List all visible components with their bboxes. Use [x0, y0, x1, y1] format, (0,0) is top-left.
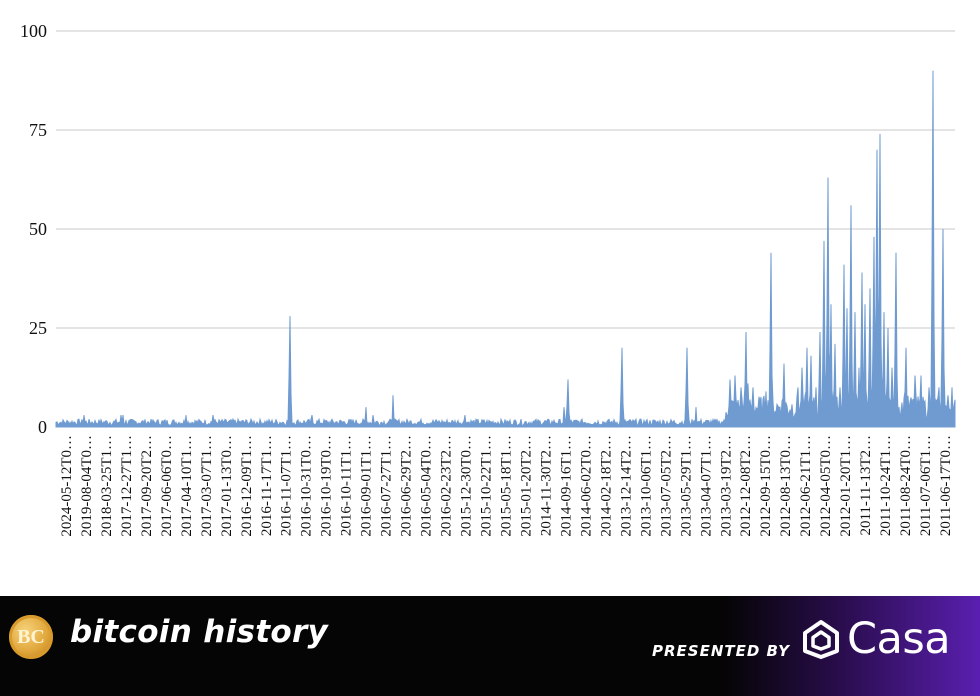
x-tick-label: 2017-04-10T1… — [179, 435, 195, 537]
x-tick-label: 2017-06-06T0… — [159, 435, 175, 537]
y-tick-label: 25 — [29, 318, 47, 338]
chart-area: 0 25 50 75 100 2024-05-12T0… 2019-08-04T0… 201… — [20, 21, 956, 537]
y-tick-label: 0 — [38, 417, 47, 437]
x-tick-label: 2017-09-20T2… — [139, 435, 155, 537]
x-tick-label: 2016-10-19T0… — [319, 435, 335, 537]
x-tick-label: 2012-06-21T1… — [798, 435, 814, 537]
y-tick-label: 100 — [20, 21, 47, 41]
x-tick-label: 2014-06-02T0… — [578, 435, 594, 537]
x-tick-label: 2016-02-23T2… — [439, 435, 455, 537]
x-tick-label: 2013-12-14T2… — [618, 435, 634, 537]
x-tick-label: 2015-01-20T2… — [519, 435, 535, 537]
x-tick-label: 2011-07-06T1… — [918, 435, 934, 536]
brand-name: bitcoin history — [70, 614, 329, 650]
y-tick-label: 50 — [29, 219, 47, 239]
x-tick-label: 2011-10-24T1… — [878, 435, 894, 536]
x-tick-label: 2016-11-07T1… — [279, 435, 295, 536]
x-tick-label: 2024-05-12T0… — [59, 435, 75, 537]
x-tick-label: 2017-01-13T0… — [219, 435, 235, 537]
x-tick-label: 2014-11-30T2… — [539, 435, 555, 536]
y-tick-label: 75 — [29, 120, 47, 140]
x-tick-label: 2013-07-05T2… — [658, 435, 674, 537]
x-tick-label: 2016-10-31T0… — [299, 435, 315, 537]
footer-banner: BC bitcoin history PRESENTED BY Casa — [0, 596, 980, 696]
presented-by-label: PRESENTED BY — [652, 642, 791, 660]
x-tick-label: 2017-12-27T1… — [119, 435, 135, 537]
x-tick-label: 2016-11-17T1… — [259, 435, 275, 536]
x-tick-label: 2012-12-08T2… — [738, 435, 754, 537]
x-tick-label: 2012-09-15T0… — [758, 435, 774, 537]
x-tick-label: 2017-03-07T1… — [199, 435, 215, 537]
x-tick-label: 2015-10-22T1… — [479, 435, 495, 537]
x-tick-label: 2011-11-13T2… — [858, 435, 874, 536]
x-tick-label: 2019-08-04T0… — [79, 435, 95, 537]
logo-text: BC — [17, 626, 45, 648]
bitcoin-coin-logo-icon: BC — [9, 615, 53, 659]
x-tick-label: 2014-02-18T2… — [598, 435, 614, 537]
x-axis-ticks: 2024-05-12T0… 2019-08-04T0… 2018-03-25T1… 2… — [59, 435, 954, 537]
x-tick-label: 2013-05-29T1… — [678, 435, 694, 537]
x-tick-label: 2015-12-30T0… — [459, 435, 475, 537]
casa-house-icon — [803, 620, 839, 659]
x-tick-label: 2012-04-05T0… — [818, 435, 834, 537]
series-area-path — [55, 70, 956, 428]
x-tick-label: 2016-05-04T0… — [419, 435, 435, 537]
x-tick-label: 2012-08-13T0… — [778, 435, 794, 537]
x-tick-label: 2016-07-27T1… — [379, 435, 395, 537]
y-axis-ticks: 0 25 50 75 100 — [20, 21, 47, 437]
x-tick-label: 2015-05-18T1… — [499, 435, 515, 537]
x-tick-label: 2016-10-11T1… — [339, 435, 355, 536]
x-tick-label: 2011-08-24T0… — [898, 435, 914, 536]
x-tick-label: 2012-01-20T1… — [838, 435, 854, 537]
x-tick-label: 2018-03-25T1… — [99, 435, 115, 537]
x-tick-label: 2013-03-19T2… — [718, 435, 734, 537]
x-tick-label: 2014-09-16T1… — [558, 435, 574, 537]
sponsor-name: Casa — [847, 614, 951, 664]
series-area — [55, 70, 956, 428]
x-tick-label: 2013-10-06T1… — [638, 435, 654, 537]
x-tick-label: 2016-09-01T1… — [359, 435, 375, 537]
x-tick-label: 2011-06-17T0… — [938, 435, 954, 536]
x-tick-label: 2016-12-09T1… — [239, 435, 255, 537]
x-tick-label: 2016-06-29T2… — [399, 435, 415, 537]
x-tick-label: 2013-04-07T1… — [698, 435, 714, 537]
